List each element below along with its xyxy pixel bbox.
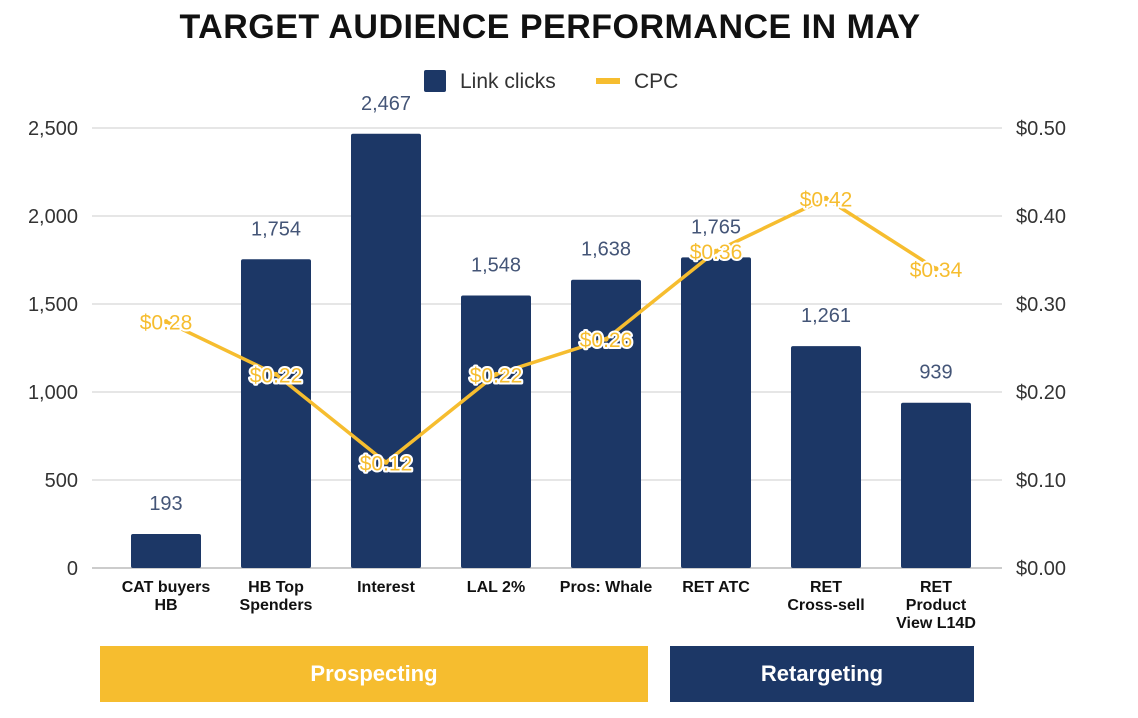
left-tick-label: 2,000 — [28, 206, 78, 228]
category-label: Pros: Whale — [560, 579, 653, 596]
legend-label-cpc: CPC — [634, 70, 678, 93]
bar-data-label: 1,765 — [691, 216, 741, 238]
cpc-data-label: $0.36 — [690, 241, 743, 264]
legend-swatch-cpc — [596, 78, 620, 84]
cpc-point — [493, 371, 499, 377]
right-tick-label: $0.20 — [1016, 382, 1066, 404]
cpc-point — [273, 371, 279, 377]
cpc-data-label: $0.28 — [140, 312, 193, 335]
category-label: View L14D — [896, 615, 976, 632]
chart-svg: 0 500 1,000 1,500 2,000 2,500 $0.00 $0.10 $0.20 $… — [28, 70, 1066, 632]
cpc-point — [713, 248, 719, 254]
right-tick-label: $0.40 — [1016, 206, 1066, 228]
bar — [901, 402, 971, 568]
cpc-data-label: $0.26 — [580, 329, 633, 352]
bar-data-label: 1,638 — [581, 239, 631, 261]
left-tick-label: 500 — [45, 470, 78, 492]
cpc-point — [823, 195, 829, 201]
category-label: RET ATC — [682, 579, 750, 596]
bar — [241, 259, 311, 568]
category-label: Product — [906, 597, 967, 614]
bar — [571, 279, 641, 568]
bar-data-label: 2,467 — [361, 93, 411, 115]
group-band-prospecting: Prospecting — [100, 646, 648, 702]
category-label: LAL 2% — [467, 579, 525, 596]
left-tick-label: 1,500 — [28, 294, 78, 316]
right-tick-label: $0.50 — [1016, 118, 1066, 140]
category-label: RET — [810, 579, 842, 596]
category-label: CAT buyers — [122, 579, 211, 596]
bar — [791, 346, 861, 568]
bar-data-label: 1,548 — [471, 255, 521, 277]
category-label: Cross-sell — [787, 597, 864, 614]
left-tick-label: 1,000 — [28, 382, 78, 404]
bar-data-label: 193 — [149, 493, 182, 515]
cpc-data-label: $0.22 — [250, 364, 303, 387]
cpc-point — [163, 319, 169, 325]
legend-swatch-link-clicks — [424, 70, 446, 92]
bar-data-label: 1,261 — [801, 305, 851, 327]
category-label: RET — [920, 579, 952, 596]
cpc-line — [165, 196, 937, 465]
cpc-point — [933, 266, 939, 272]
right-tick-label: $0.30 — [1016, 294, 1066, 316]
bar — [351, 133, 421, 569]
bar — [681, 257, 751, 568]
legend-label-link-clicks: Link clicks — [460, 70, 556, 93]
cpc-data-label: $0.34 — [910, 259, 963, 282]
left-tick-label: 2,500 — [28, 118, 78, 140]
category-label: Interest — [357, 579, 415, 596]
cpc-data-label: $0.42 — [800, 188, 853, 211]
cpc-data-label: $0.12 — [360, 452, 413, 475]
bar — [131, 534, 201, 568]
category-label: HB Top — [248, 579, 304, 596]
cpc-point — [383, 459, 389, 465]
category-label: Spenders — [240, 597, 313, 614]
cpc-data-label: $0.22 — [470, 364, 523, 387]
bar-data-label: 939 — [919, 362, 952, 384]
group-band-retargeting: Retargeting — [670, 646, 974, 702]
cpc-point — [603, 336, 609, 342]
right-tick-label: $0.00 — [1016, 558, 1066, 580]
category-label: HB — [154, 597, 177, 614]
right-tick-label: $0.10 — [1016, 470, 1066, 492]
bar-data-label: 1,754 — [251, 218, 301, 240]
chart-title: TARGET AUDIENCE PERFORMANCE IN MAY — [179, 8, 921, 46]
bar — [461, 295, 531, 568]
left-tick-label: 0 — [67, 558, 78, 580]
